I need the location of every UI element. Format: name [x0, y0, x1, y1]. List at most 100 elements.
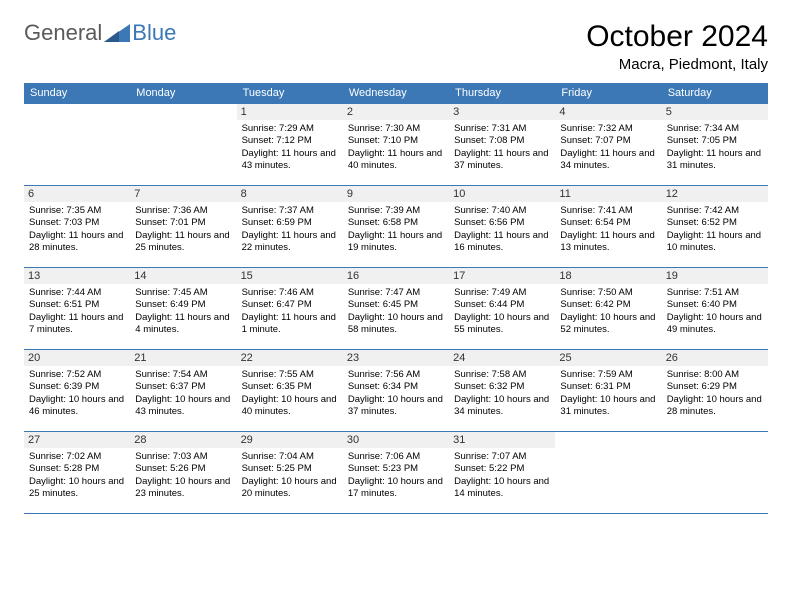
day-number: 19 [662, 268, 768, 284]
day-number: 18 [555, 268, 661, 284]
day-details: Sunrise: 7:49 AMSunset: 6:44 PMDaylight:… [454, 287, 550, 336]
calendar-week-row: 6 Sunrise: 7:35 AMSunset: 7:03 PMDaylight… [24, 186, 768, 268]
calendar-week-row: 1 Sunrise: 7:29 AMSunset: 7:12 PMDaylight… [24, 104, 768, 186]
logo-text-general: General [24, 20, 102, 46]
day-details: Sunrise: 7:35 AMSunset: 7:03 PMDaylight:… [29, 205, 125, 254]
day-details: Sunrise: 7:46 AMSunset: 6:47 PMDaylight:… [242, 287, 338, 336]
location: Macra, Piedmont, Italy [586, 56, 768, 73]
logo-text-blue: Blue [132, 20, 176, 46]
calendar-cell: 14Sunrise: 7:45 AMSunset: 6:49 PMDayligh… [130, 268, 236, 350]
calendar-cell: 21Sunrise: 7:54 AMSunset: 6:37 PMDayligh… [130, 350, 236, 432]
calendar-cell: 29Sunrise: 7:04 AMSunset: 5:25 PMDayligh… [237, 432, 343, 514]
day-number: 30 [343, 432, 449, 448]
day-number: 17 [449, 268, 555, 284]
calendar-cell: 16 Sunrise: 7:47 AMSunset: 6:45 PMDayligh… [343, 268, 449, 350]
day-number: 5 [662, 104, 768, 120]
calendar-cell: 5 Sunrise: 7:34 AMSunset: 7:05 PMDaylight… [662, 104, 768, 186]
day-details: Sunrise: 7:06 AMSunset: 5:23 PMDaylight:… [348, 451, 444, 500]
calendar-week-row: 27 Sunrise: 7:02 AMSunset: 5:28 PMDayligh… [24, 432, 768, 514]
calendar-cell [24, 104, 130, 186]
calendar-cell: 18 Sunrise: 7:50 AMSunset: 6:42 PMDayligh… [555, 268, 661, 350]
day-details: Sunrise: 7:42 AMSunset: 6:52 PMDaylight:… [667, 205, 763, 254]
calendar-cell: 20Sunrise: 7:52 AMSunset: 6:39 PMDayligh… [24, 350, 130, 432]
day-number: 11 [555, 186, 661, 202]
day-details: Sunrise: 7:41 AMSunset: 6:54 PMDaylight:… [560, 205, 656, 254]
day-details: Sunrise: 7:51 AMSunset: 6:40 PMDaylight:… [667, 287, 763, 336]
day-number: 1 [237, 104, 343, 120]
day-number: 7 [130, 186, 236, 202]
day-number: 8 [237, 186, 343, 202]
day-number: 20 [24, 350, 130, 366]
day-number: 15 [237, 268, 343, 284]
day-number: 10 [449, 186, 555, 202]
day-details: Sunrise: 7:56 AMSunset: 6:34 PMDaylight:… [348, 369, 444, 418]
calendar-table: Sunday Monday Tuesday Wednesday Thursday… [24, 83, 768, 514]
calendar-cell: 2Sunrise: 7:30 AMSunset: 7:10 PMDaylight… [343, 104, 449, 186]
day-number: 27 [24, 432, 130, 448]
logo: General Blue [24, 20, 176, 46]
day-number: 25 [555, 350, 661, 366]
calendar-cell: 30 Sunrise: 7:06 AMSunset: 5:23 PMDayligh… [343, 432, 449, 514]
day-details: Sunrise: 7:32 AMSunset: 7:07 PMDaylight:… [560, 123, 656, 172]
day-details: Sunrise: 7:50 AMSunset: 6:42 PMDaylight:… [560, 287, 656, 336]
calendar-cell: 7Sunrise: 7:36 AMSunset: 7:01 PMDaylight… [130, 186, 236, 268]
day-header: Tuesday [237, 83, 343, 104]
day-details: Sunrise: 7:40 AMSunset: 6:56 PMDaylight:… [454, 205, 550, 254]
day-details: Sunrise: 7:44 AMSunset: 6:51 PMDaylight:… [29, 287, 125, 336]
day-details: Sunrise: 7:47 AMSunset: 6:45 PMDaylight:… [348, 287, 444, 336]
day-details: Sunrise: 7:55 AMSunset: 6:35 PMDaylight:… [242, 369, 338, 418]
day-number: 3 [449, 104, 555, 120]
calendar-cell: 19 Sunrise: 7:51 AMSunset: 6:40 PMDayligh… [662, 268, 768, 350]
day-number: 22 [237, 350, 343, 366]
calendar-cell: 3 Sunrise: 7:31 AMSunset: 7:08 PMDaylight… [449, 104, 555, 186]
day-details: Sunrise: 7:34 AMSunset: 7:05 PMDaylight:… [667, 123, 763, 172]
calendar-cell: 22 Sunrise: 7:55 AMSunset: 6:35 PMDayligh… [237, 350, 343, 432]
day-number: 6 [24, 186, 130, 202]
calendar-cell: 8 Sunrise: 7:37 AMSunset: 6:59 PMDaylight… [237, 186, 343, 268]
calendar-cell: 10 Sunrise: 7:40 AMSunset: 6:56 PMDayligh… [449, 186, 555, 268]
day-number: 16 [343, 268, 449, 284]
calendar-cell [662, 432, 768, 514]
calendar-cell: 1 Sunrise: 7:29 AMSunset: 7:12 PMDaylight… [237, 104, 343, 186]
calendar-cell [555, 432, 661, 514]
calendar-cell: 13Sunrise: 7:44 AMSunset: 6:51 PMDayligh… [24, 268, 130, 350]
header: General Blue October 2024 Macra, Piedmon… [24, 20, 768, 73]
logo-triangle-icon [104, 24, 130, 42]
calendar-cell: 12 Sunrise: 7:42 AMSunset: 6:52 PMDayligh… [662, 186, 768, 268]
day-number: 2 [343, 104, 449, 120]
calendar-cell: 27 Sunrise: 7:02 AMSunset: 5:28 PMDayligh… [24, 432, 130, 514]
day-details: Sunrise: 7:07 AMSunset: 5:22 PMDaylight:… [454, 451, 550, 500]
day-details: Sunrise: 7:02 AMSunset: 5:28 PMDaylight:… [29, 451, 125, 500]
day-details: Sunrise: 7:04 AMSunset: 5:25 PMDaylight:… [242, 451, 338, 500]
day-header: Saturday [662, 83, 768, 104]
calendar-cell: 26 Sunrise: 8:00 AMSunset: 6:29 PMDayligh… [662, 350, 768, 432]
day-number: 26 [662, 350, 768, 366]
day-header-row: Sunday Monday Tuesday Wednesday Thursday… [24, 83, 768, 104]
day-details: Sunrise: 7:58 AMSunset: 6:32 PMDaylight:… [454, 369, 550, 418]
calendar-cell: 4 Sunrise: 7:32 AMSunset: 7:07 PMDaylight… [555, 104, 661, 186]
calendar-cell: 15 Sunrise: 7:46 AMSunset: 6:47 PMDayligh… [237, 268, 343, 350]
day-header: Wednesday [343, 83, 449, 104]
day-details: Sunrise: 7:54 AMSunset: 6:37 PMDaylight:… [135, 369, 231, 418]
calendar-cell: 6 Sunrise: 7:35 AMSunset: 7:03 PMDaylight… [24, 186, 130, 268]
calendar-week-row: 13Sunrise: 7:44 AMSunset: 6:51 PMDayligh… [24, 268, 768, 350]
day-header: Sunday [24, 83, 130, 104]
calendar-cell: 9Sunrise: 7:39 AMSunset: 6:58 PMDaylight… [343, 186, 449, 268]
day-number: 28 [130, 432, 236, 448]
day-details: Sunrise: 7:59 AMSunset: 6:31 PMDaylight:… [560, 369, 656, 418]
calendar-week-row: 20Sunrise: 7:52 AMSunset: 6:39 PMDayligh… [24, 350, 768, 432]
day-number: 4 [555, 104, 661, 120]
day-number: 24 [449, 350, 555, 366]
calendar-cell: 17 Sunrise: 7:49 AMSunset: 6:44 PMDayligh… [449, 268, 555, 350]
day-header: Thursday [449, 83, 555, 104]
day-details: Sunrise: 7:37 AMSunset: 6:59 PMDaylight:… [242, 205, 338, 254]
day-number: 9 [343, 186, 449, 202]
day-details: Sunrise: 7:31 AMSunset: 7:08 PMDaylight:… [454, 123, 550, 172]
day-number: 23 [343, 350, 449, 366]
calendar-cell: 25 Sunrise: 7:59 AMSunset: 6:31 PMDayligh… [555, 350, 661, 432]
calendar-cell [130, 104, 236, 186]
day-details: Sunrise: 8:00 AMSunset: 6:29 PMDaylight:… [667, 369, 763, 418]
day-details: Sunrise: 7:29 AMSunset: 7:12 PMDaylight:… [242, 123, 338, 172]
day-number: 12 [662, 186, 768, 202]
day-details: Sunrise: 7:03 AMSunset: 5:26 PMDaylight:… [135, 451, 231, 500]
